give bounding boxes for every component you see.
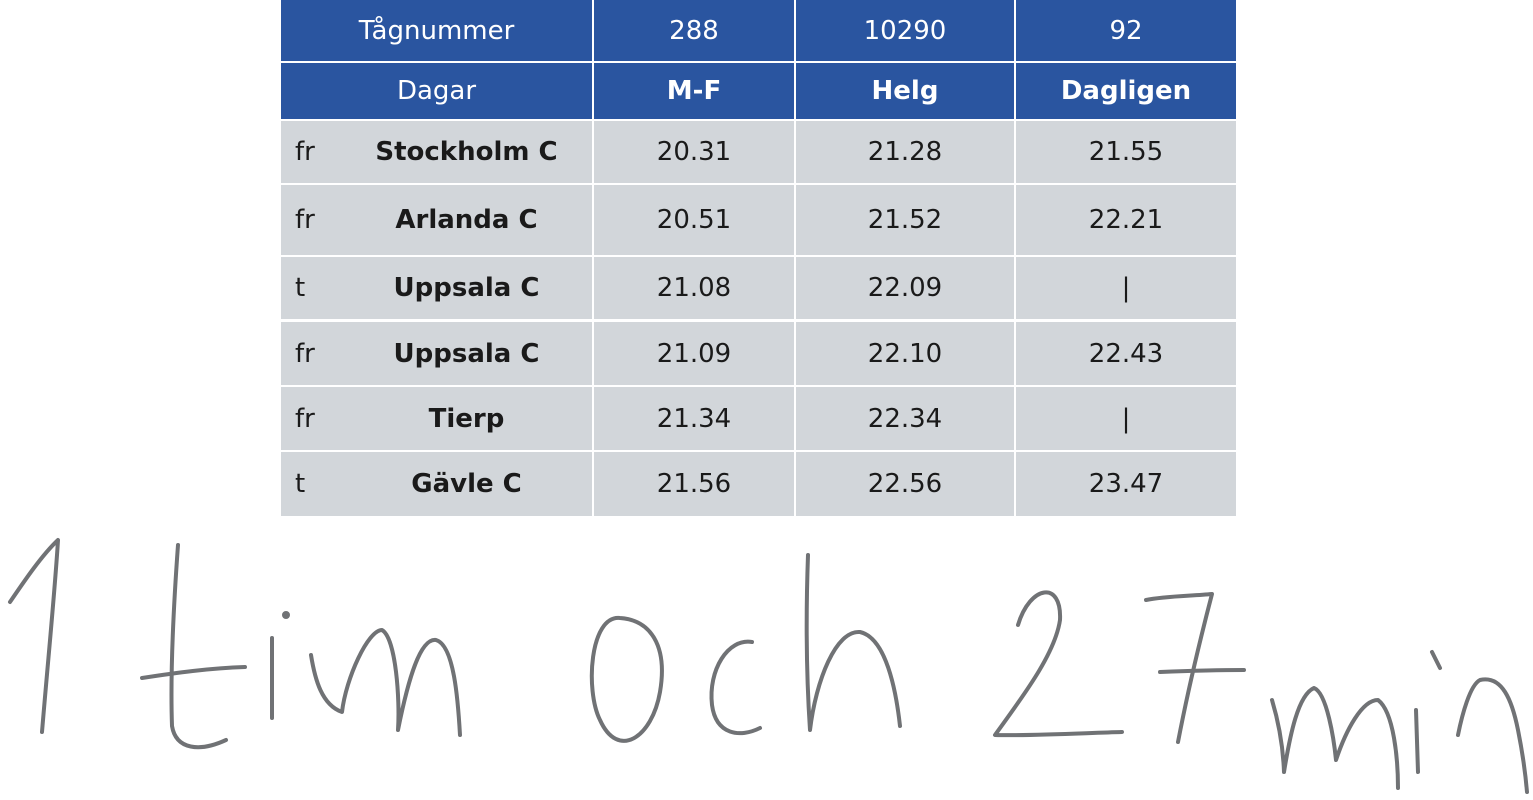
direction-prefix: fr xyxy=(295,205,315,235)
header-row-days: Dagar M-F Helg Dagligen xyxy=(281,63,1236,119)
direction-prefix: fr xyxy=(295,403,315,434)
time-cell: 20.31 xyxy=(592,121,794,183)
time-cell: 21.28 xyxy=(794,121,1014,183)
header-row-train-numbers: Tågnummer 288 10290 92 xyxy=(281,0,1236,61)
time-cell: 21.55 xyxy=(1014,121,1236,183)
train-number: 92 xyxy=(1014,0,1236,61)
time-cell: 23.47 xyxy=(1014,452,1236,516)
time-cell: 21.08 xyxy=(592,257,794,319)
table-row: fr Arlanda C 20.51 21.52 22.21 xyxy=(281,185,1236,255)
handwritten-answer xyxy=(8,538,1529,794)
train-number-label: Tågnummer xyxy=(281,0,592,61)
time-cell: 22.10 xyxy=(794,322,1014,385)
table-row: fr Uppsala C 21.09 22.10 22.43 xyxy=(281,322,1236,385)
direction-prefix: fr xyxy=(295,137,315,167)
time-cell: | xyxy=(1014,257,1236,319)
direction-prefix: fr xyxy=(295,338,315,369)
table-row: fr Tierp 21.34 22.34 | xyxy=(281,387,1236,450)
days-value: Dagligen xyxy=(1014,63,1236,119)
station-name: Uppsala C xyxy=(393,273,540,303)
station-name: Uppsala C xyxy=(393,338,540,369)
direction-prefix: t xyxy=(295,469,306,499)
station-name: Arlanda C xyxy=(395,205,538,235)
time-cell: 20.51 xyxy=(592,185,794,255)
table-row: t Uppsala C 21.08 22.09 | xyxy=(281,257,1236,319)
table-row: t Gävle C 21.56 22.56 23.47 xyxy=(281,452,1236,516)
station-name: Stockholm C xyxy=(375,137,558,167)
time-cell: 21.09 xyxy=(592,322,794,385)
table-row: fr Stockholm C 20.31 21.28 21.55 xyxy=(281,121,1236,183)
days-value: M-F xyxy=(592,63,794,119)
days-label: Dagar xyxy=(281,63,592,119)
days-value: Helg xyxy=(794,63,1014,119)
time-cell: 22.56 xyxy=(794,452,1014,516)
time-cell: | xyxy=(1014,387,1236,450)
station-name: Tierp xyxy=(428,403,505,434)
direction-prefix: t xyxy=(295,273,306,303)
time-cell: 21.52 xyxy=(794,185,1014,255)
time-cell: 22.43 xyxy=(1014,322,1236,385)
time-cell: 21.34 xyxy=(592,387,794,450)
time-cell: 22.21 xyxy=(1014,185,1236,255)
time-cell: 22.09 xyxy=(794,257,1014,319)
train-number: 288 xyxy=(592,0,794,61)
station-name: Gävle C xyxy=(411,469,522,499)
time-cell: 22.34 xyxy=(794,387,1014,450)
time-cell: 21.56 xyxy=(592,452,794,516)
train-number: 10290 xyxy=(794,0,1014,61)
